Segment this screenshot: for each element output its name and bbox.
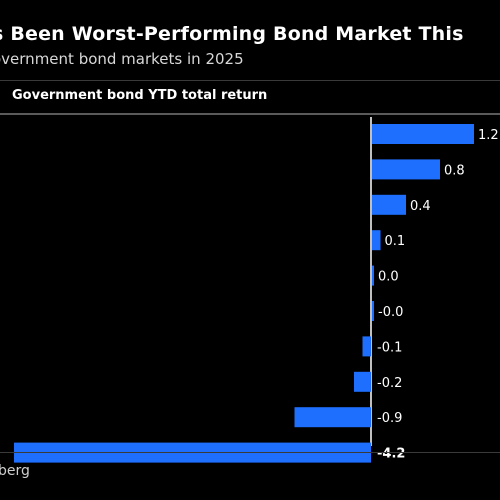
plot-top-rule — [0, 113, 500, 115]
chart-subtitle: overnment bond markets in 2025 — [0, 50, 244, 68]
bar — [372, 265, 374, 286]
bar — [372, 124, 474, 144]
bar-value-label: -0.1 — [377, 340, 402, 355]
chart-title: s Been Worst-Performing Bond Market This — [0, 23, 464, 45]
bar — [294, 407, 371, 428]
bar — [354, 371, 371, 392]
bar-value-label: -4.2 — [377, 447, 405, 462]
bar — [372, 301, 374, 321]
bar-value-label: -0.9 — [377, 411, 402, 426]
bar-value-label: -0.2 — [377, 376, 402, 391]
plot-bottom-rule — [0, 452, 500, 453]
legend-label: Government bond YTD total return — [12, 88, 268, 103]
bar-value-label: 0.4 — [410, 199, 431, 214]
bar — [372, 194, 406, 215]
bar — [372, 159, 440, 180]
bar-value-label: 0.0 — [378, 270, 399, 285]
bar — [372, 230, 381, 251]
bar — [362, 336, 371, 357]
bar-value-label: -0.0 — [378, 305, 403, 320]
header-divider — [0, 80, 500, 81]
source-note: berg — [0, 463, 30, 479]
bar-value-label: 0.1 — [385, 234, 406, 249]
bar-value-label: 1.2 — [478, 128, 499, 143]
bar-value-label: 0.8 — [444, 163, 465, 178]
